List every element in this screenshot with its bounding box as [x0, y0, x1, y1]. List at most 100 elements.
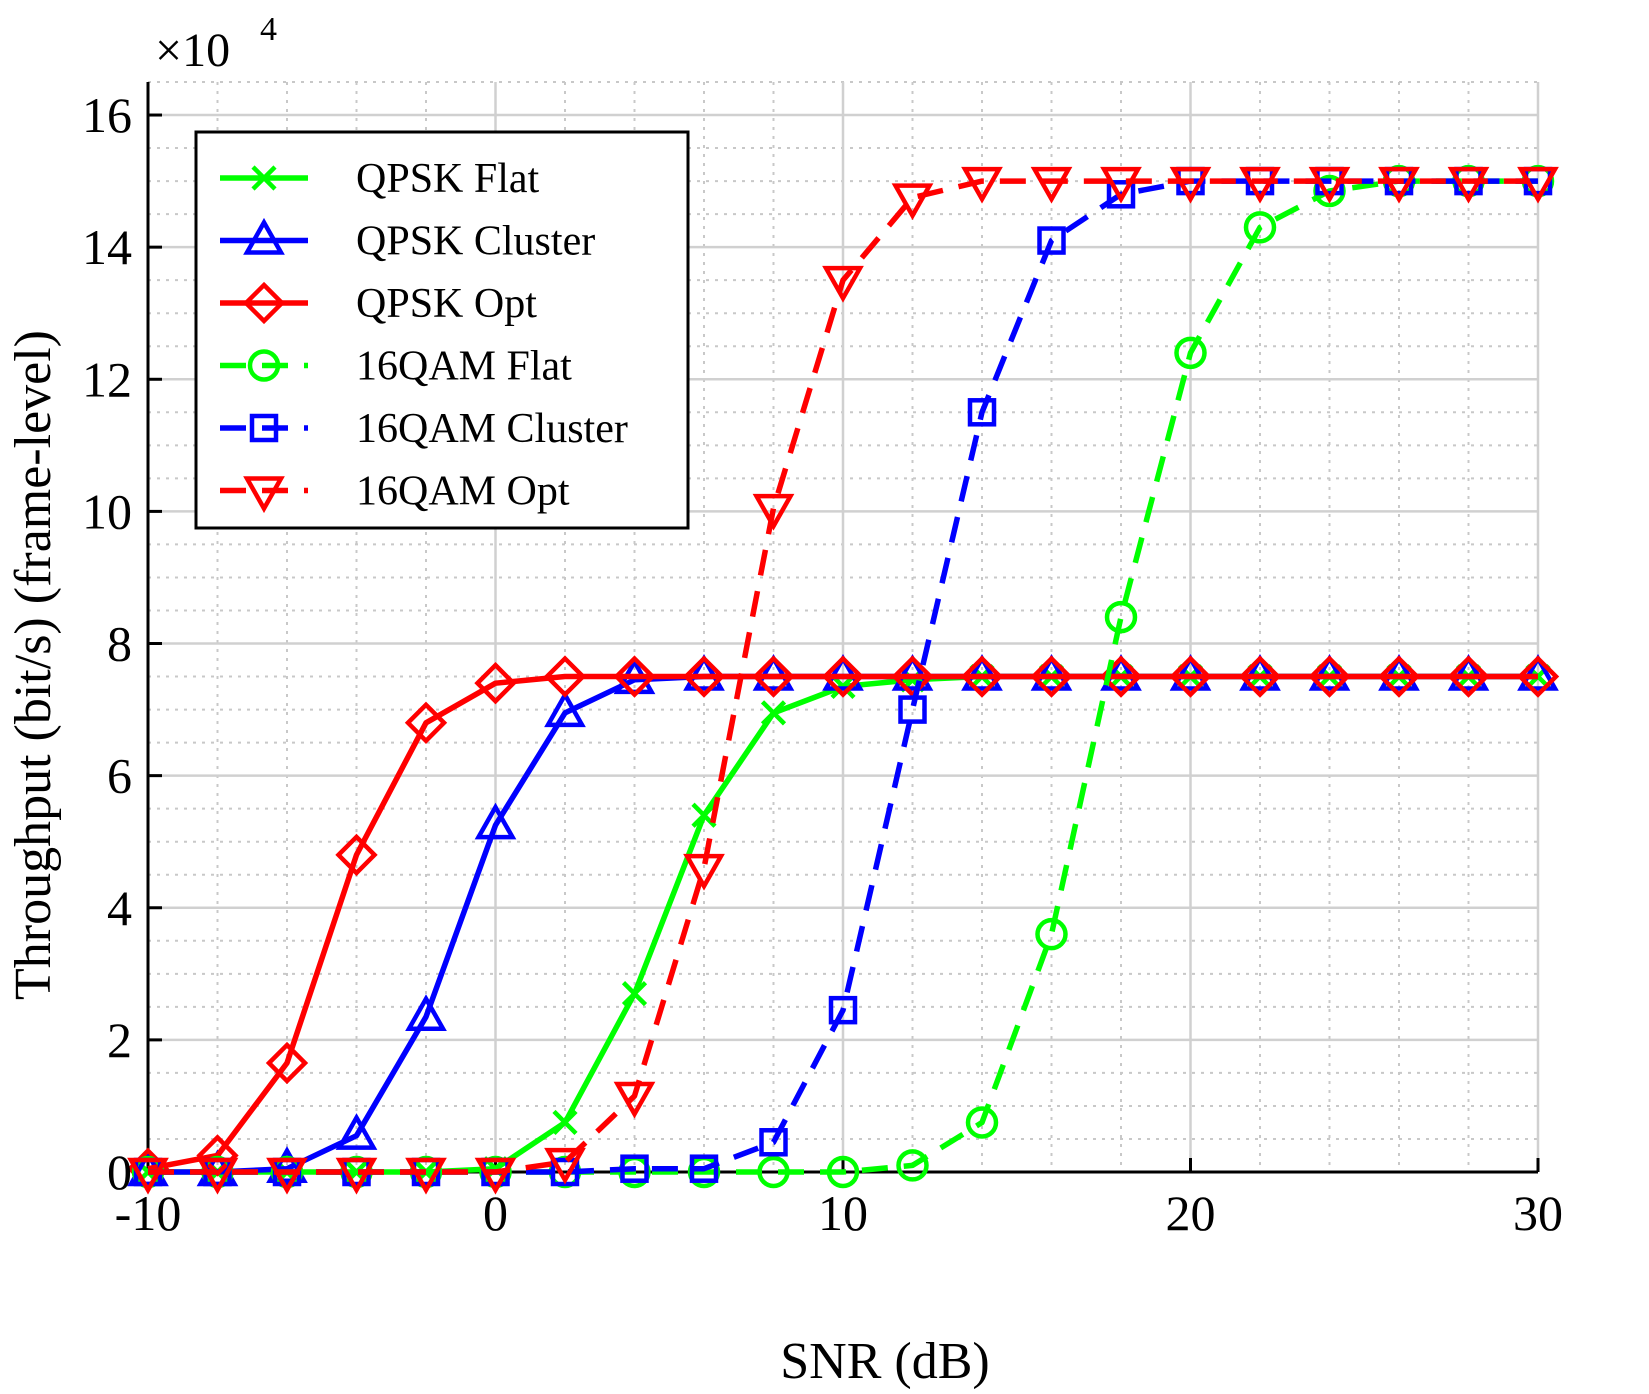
data-point-qpsk-cluster [544, 690, 586, 728]
y-tick-label: 16 [82, 87, 132, 143]
data-point-16qam-opt [961, 166, 1003, 204]
data-point-qpsk-opt [335, 833, 378, 877]
data-point-16qam-opt [1169, 166, 1212, 204]
y-tick-label: 0 [107, 1144, 132, 1200]
data-point-qpsk-flat [552, 1109, 578, 1136]
legend: QPSK Flat QPSK Cluster QPSK Opt 16QAM Flat 1… [194, 130, 690, 530]
series-16qam-opt [127, 166, 1559, 1195]
data-point-16qam-flat [965, 1106, 999, 1139]
data-point-qpsk-cluster [1169, 653, 1212, 691]
series-line-16qam-opt [148, 178, 1538, 1175]
data-point-qpsk-cluster [1378, 653, 1420, 691]
legend-marker [251, 165, 277, 191]
data-point-qpsk-cluster [1100, 653, 1142, 691]
data-point-16qam-opt [405, 1157, 447, 1195]
y-tick-label: 6 [107, 748, 132, 804]
data-point-16qam-cluster [620, 1154, 649, 1183]
legend-box [194, 130, 690, 530]
data-point-qpsk-opt [1169, 655, 1212, 698]
data-point-16qam-opt [1030, 166, 1073, 204]
data-point-qpsk-opt [474, 661, 517, 705]
data-point-qpsk-cluster [1308, 653, 1351, 691]
data-point-16qam-opt [891, 183, 934, 221]
data-point-qpsk-opt [613, 655, 656, 698]
legend-label: QPSK Cluster [356, 219, 595, 265]
data-point-qpsk-cluster [891, 653, 934, 691]
y-exponent-base: ×10 [155, 24, 230, 77]
y-tick-label: 2 [107, 1012, 132, 1068]
data-point-qpsk-cluster [1030, 653, 1073, 691]
data-point-qpsk-flat [621, 981, 648, 1007]
data-point-16qam-cluster [1106, 180, 1136, 209]
data-point-qpsk-opt [196, 1134, 239, 1177]
series-line-qpsk-opt [147, 673, 1538, 1172]
data-point-qpsk-opt [1447, 655, 1490, 698]
data-point-16qam-cluster [967, 398, 997, 427]
legend-label: 16QAM Opt [356, 469, 570, 515]
data-point-16qam-flat [826, 1155, 860, 1189]
data-point-qpsk-cluster [961, 653, 1003, 691]
legend-item-qpsk-flat: QPSK Flat [220, 156, 540, 202]
legend-marker [243, 476, 285, 514]
x-tick-label: 10 [818, 1185, 868, 1241]
legend-item-qpsk-opt: QPSK Opt [220, 281, 537, 327]
data-point-16qam-cluster [759, 1128, 788, 1157]
legend-item-qpsk-cluster: QPSK Cluster [220, 217, 595, 265]
data-point-qpsk-cluster [683, 653, 725, 691]
data-point-16qam-opt [266, 1157, 308, 1195]
x-tick-label: -10 [115, 1185, 182, 1241]
data-point-16qam-opt [752, 493, 795, 531]
legend-marker [247, 349, 281, 382]
data-point-16qam-opt [127, 1157, 169, 1195]
series-qpsk-opt [126, 655, 1560, 1190]
data-point-16qam-flat [1174, 336, 1207, 370]
data-point-16qam-cluster [898, 695, 927, 724]
data-point-qpsk-opt [821, 655, 865, 698]
y-tick-label: 10 [82, 483, 132, 539]
data-point-qpsk-cluster [474, 802, 517, 840]
data-point-qpsk-opt [960, 655, 1004, 698]
data-point-qpsk-cluster [1447, 653, 1490, 691]
legend-label: 16QAM Cluster [356, 406, 628, 452]
data-point-qpsk-cluster [405, 994, 447, 1032]
data-point-16qam-opt [1378, 166, 1420, 204]
data-point-16qam-opt [822, 265, 864, 303]
data-point-16qam-flat [1104, 600, 1138, 634]
data-point-qpsk-cluster [1517, 653, 1559, 691]
data-point-qpsk-cluster [1239, 653, 1281, 691]
data-point-qpsk-opt [1238, 655, 1282, 698]
data-point-qpsk-cluster [752, 653, 795, 691]
data-point-16qam-opt [196, 1157, 239, 1195]
data-point-qpsk-opt [1377, 655, 1421, 698]
data-point-16qam-cluster [828, 995, 858, 1025]
data-point-16qam-opt [1447, 166, 1490, 204]
x-tick-label: 0 [483, 1185, 508, 1241]
data-point-16qam-opt [1308, 166, 1351, 204]
data-point-qpsk-opt [1516, 655, 1560, 698]
legend-marker [249, 413, 279, 443]
y-tick-label: 14 [82, 219, 132, 275]
data-point-16qam-opt [1239, 166, 1281, 204]
data-point-16qam-opt [474, 1157, 517, 1195]
data-point-16qam-flat [1035, 917, 1068, 951]
data-point-qpsk-opt [1030, 655, 1073, 698]
data-point-16qam-flat [896, 1149, 929, 1182]
data-point-16qam-opt [544, 1147, 586, 1185]
data-point-qpsk-opt [891, 655, 934, 698]
data-point-16qam-opt [613, 1081, 656, 1119]
legend-label: QPSK Opt [356, 281, 537, 327]
data-point-qpsk-flat [691, 802, 717, 828]
x-axis-label: SNR (dB) [780, 1333, 989, 1390]
data-point-qpsk-opt [265, 1041, 309, 1085]
data-point-qpsk-opt [1308, 655, 1351, 698]
data-point-16qam-opt [1100, 166, 1142, 204]
data-point-qpsk-flat [760, 700, 787, 726]
data-point-16qam-opt [683, 853, 725, 891]
legend-item-16qam-flat: 16QAM Flat [220, 344, 572, 390]
data-point-16qam-flat [1243, 211, 1277, 244]
data-point-qpsk-opt [543, 655, 587, 698]
legend-marker [242, 281, 286, 325]
data-point-16qam-opt [335, 1157, 378, 1195]
